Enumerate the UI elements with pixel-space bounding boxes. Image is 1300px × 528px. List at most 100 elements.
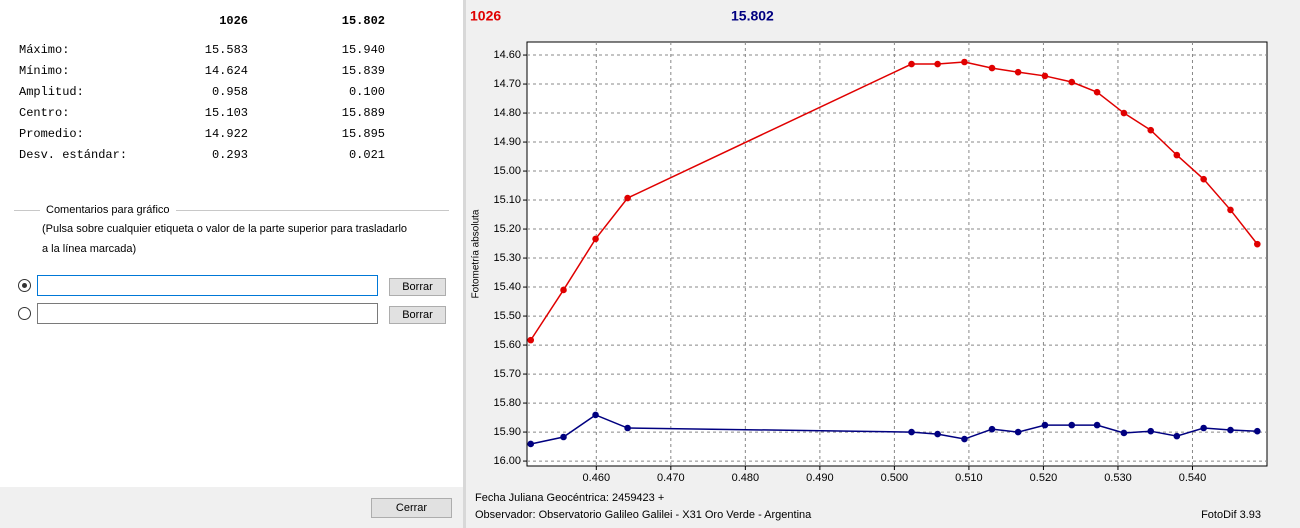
x-tick-label: 0.530: [1104, 472, 1132, 484]
hint: (Pulsa sobre cualquier etiqueta o valor …: [42, 223, 408, 235]
series-line: [530, 61, 1258, 341]
y-tick-label: 15.70: [493, 368, 521, 380]
stats-panel: 1026 15.802 Máximo: 15.583 15.940 Mínimo: 14.6…: [0, 0, 463, 528]
version: FotoDif 3.93: [1201, 509, 1261, 521]
point: [1041, 421, 1049, 429]
divider: [463, 0, 466, 528]
y-tick-label: 14.90: [493, 136, 521, 148]
radio-dot: [22, 283, 27, 288]
radio[interactable]: [18, 307, 31, 320]
point: [1227, 426, 1234, 434]
stat-value[interactable]: 14.922: [204, 127, 248, 141]
y-tick-label: 15.80: [493, 397, 521, 409]
stat-value[interactable]: 15.583: [204, 43, 248, 57]
row-label[interactable]: Promedio:: [19, 127, 84, 141]
stat-value[interactable]: 0.293: [211, 148, 248, 162]
point: [1200, 175, 1207, 183]
y-tick-label: 15.10: [493, 194, 521, 206]
point: [1120, 109, 1128, 117]
y-tick-label: 15.00: [493, 165, 521, 177]
point: [934, 60, 941, 68]
close-button[interactable]: Cerrar: [371, 498, 452, 518]
point: [527, 440, 535, 448]
point: [1147, 427, 1155, 435]
y-tick-label: 15.40: [493, 281, 521, 293]
row-label[interactable]: Mínimo:: [19, 64, 70, 78]
point: [1068, 421, 1076, 429]
y-tick-label: 16.00: [493, 455, 521, 467]
column-header[interactable]: 15.802: [341, 14, 385, 28]
row-label[interactable]: Amplitud:: [19, 85, 84, 99]
clear-button[interactable]: Borrar: [389, 306, 446, 324]
stat-value[interactable]: 0.021: [348, 148, 385, 162]
comment-input[interactable]: [37, 275, 378, 296]
point: [934, 430, 941, 438]
stat-value[interactable]: 15.889: [341, 106, 385, 120]
point: [1254, 240, 1261, 248]
column-header[interactable]: 1026: [219, 14, 248, 28]
footer: Fecha Juliana Geocéntrica: 2459423 +: [475, 492, 664, 504]
point: [1041, 72, 1049, 80]
stat-value[interactable]: 14.624: [204, 64, 248, 78]
point: [988, 64, 996, 72]
point: [560, 433, 567, 441]
radio[interactable]: [18, 279, 31, 292]
x-tick-label: 0.480: [732, 472, 760, 484]
point: [560, 286, 567, 294]
y-tick-label: 15.30: [493, 252, 521, 264]
y-tick-label: 15.50: [493, 310, 521, 322]
point: [1254, 427, 1261, 435]
point: [624, 424, 631, 432]
clear-button[interactable]: Borrar: [389, 278, 446, 296]
group-line: [14, 210, 449, 211]
stat-value[interactable]: 0.958: [211, 85, 248, 99]
point: [1173, 151, 1181, 159]
group-title: Comentarios para gráfico: [40, 204, 176, 216]
point: [1093, 88, 1101, 96]
stat-value[interactable]: 15.940: [341, 43, 385, 57]
y-tick-label: 15.60: [493, 339, 521, 351]
x-tick-label: 0.520: [1030, 472, 1058, 484]
point: [908, 428, 915, 436]
footer: Observador: Observatorio Galileo Galilei…: [475, 509, 812, 521]
x-tick-label: 0.540: [1179, 472, 1207, 484]
series-line: [530, 414, 1258, 445]
point: [592, 235, 599, 243]
point: [592, 411, 599, 419]
x-tick-label: 0.470: [657, 472, 685, 484]
point: [1120, 429, 1128, 437]
x-tick-label: 0.490: [806, 472, 834, 484]
y-tick-label: 14.60: [493, 49, 521, 61]
stat-value[interactable]: 0.100: [348, 85, 385, 99]
y-tick-label: 15.20: [493, 223, 521, 235]
point: [1068, 78, 1076, 86]
point: [624, 194, 631, 202]
y-tick-label: 14.70: [493, 78, 521, 90]
point: [1014, 68, 1022, 76]
x-tick-label: 0.460: [583, 472, 611, 484]
point: [908, 60, 915, 68]
stat-value[interactable]: 15.103: [204, 106, 248, 120]
hint: a la línea marcada): [42, 243, 137, 255]
point: [1093, 421, 1101, 429]
row-label[interactable]: Máximo:: [19, 43, 70, 57]
point: [961, 435, 968, 443]
point: [1227, 206, 1234, 214]
point: [1147, 126, 1155, 134]
stat-value[interactable]: 15.839: [341, 64, 385, 78]
comment-input[interactable]: [37, 303, 378, 324]
row-label[interactable]: Centro:: [19, 106, 70, 120]
point: [1173, 432, 1181, 440]
point: [1200, 424, 1207, 432]
series-label[interactable]: 1026: [470, 8, 501, 24]
point: [988, 425, 996, 433]
x-tick-label: 0.510: [955, 472, 983, 484]
y-tick-label: 14.80: [493, 107, 521, 119]
point: [1014, 428, 1022, 436]
series-label[interactable]: 15.802: [731, 8, 774, 24]
stat-value[interactable]: 15.895: [341, 127, 385, 141]
plot-area: [526, 41, 1268, 467]
row-label[interactable]: Desv. estándar:: [19, 148, 128, 162]
y-tick-label: 15.90: [493, 426, 521, 438]
